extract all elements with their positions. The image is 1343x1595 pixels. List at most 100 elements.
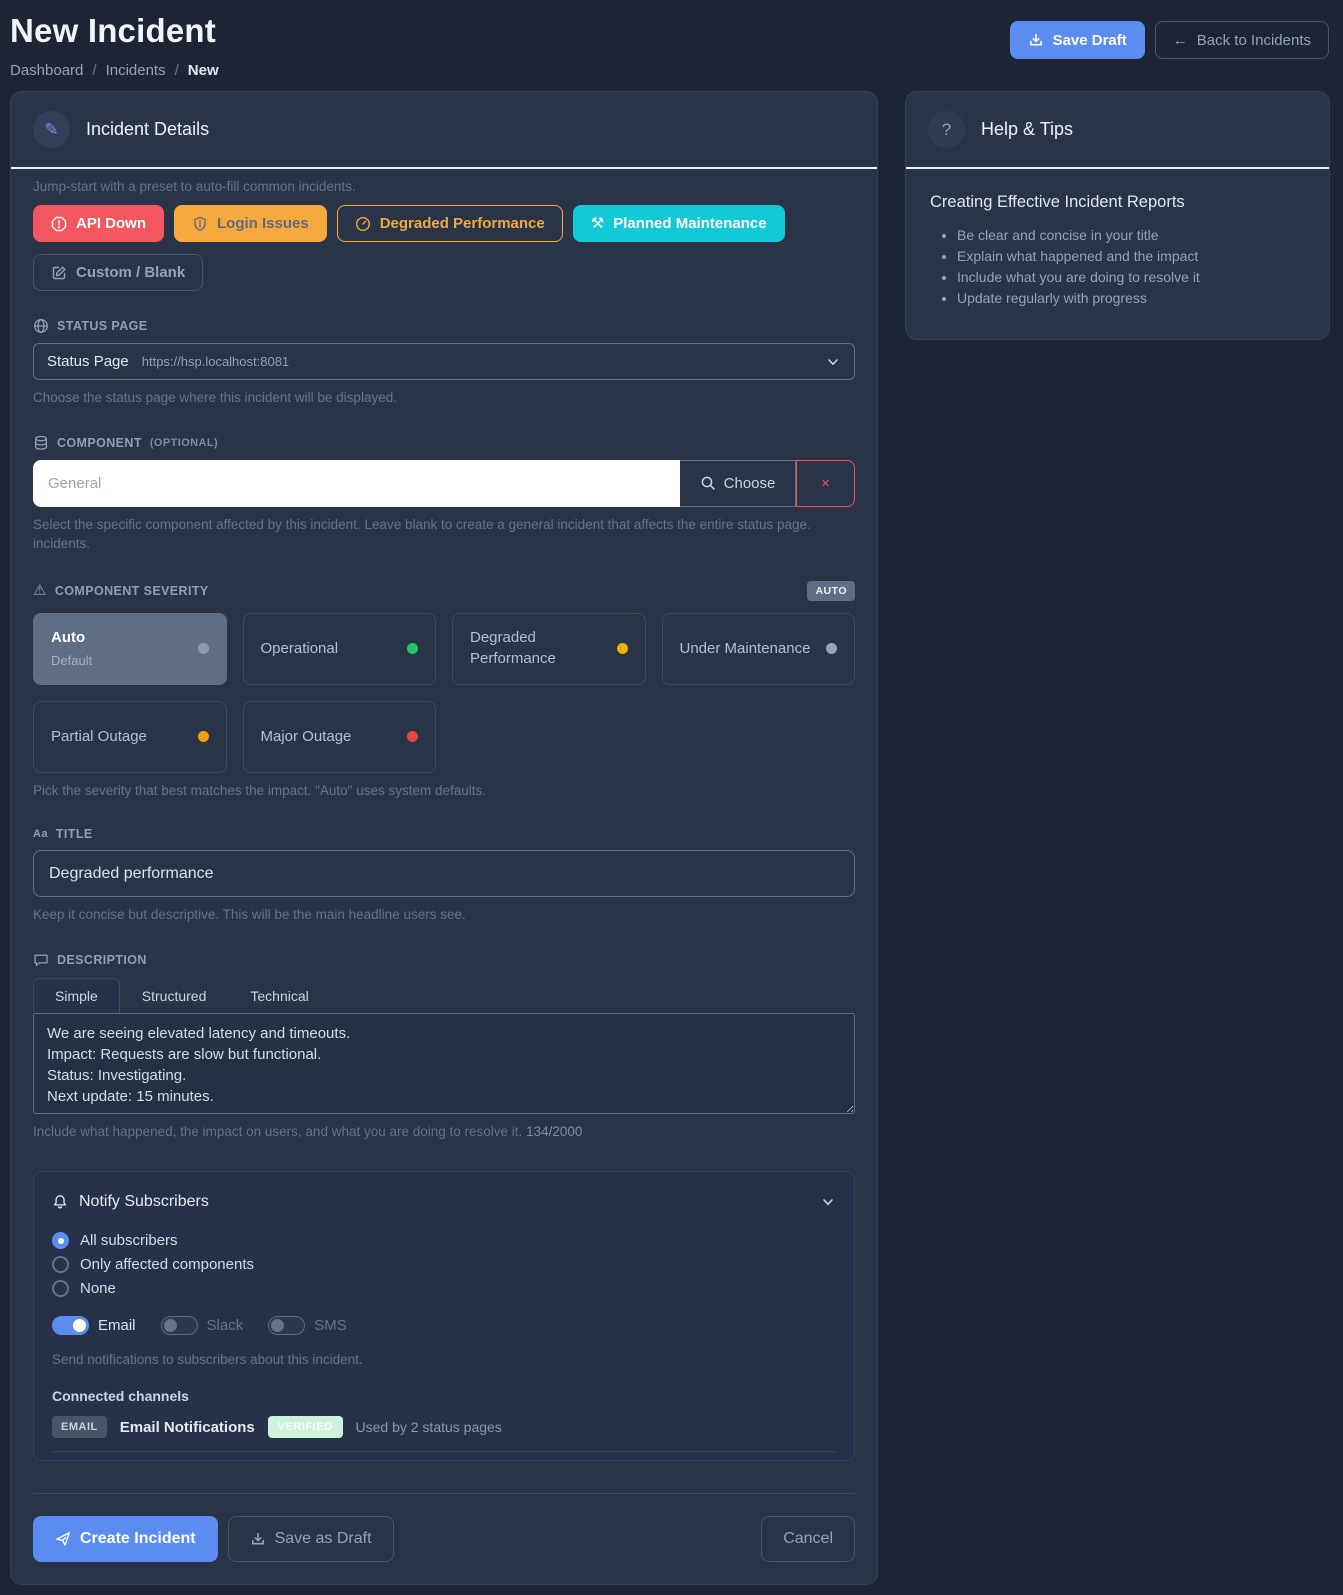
help-tips-card: ? Help & Tips Creating Effective Inciden…	[905, 91, 1330, 340]
severity-option-operational[interactable]: Operational	[242, 612, 436, 685]
severity-dot-gray	[197, 643, 209, 655]
description-textarea[interactable]: We are seeing elevated latency and timeo…	[33, 1012, 855, 1114]
radio-button	[52, 1256, 69, 1274]
incident-details-header: ✎ Incident Details	[11, 92, 877, 169]
preset-custom-blank-button[interactable]: Custom / Blank	[33, 254, 204, 291]
breadcrumb-new: New	[187, 62, 219, 79]
description-helper: Include what happened, the impact on use…	[33, 1123, 583, 1139]
tab-simple[interactable]: Simple	[33, 977, 120, 1013]
help-tips-header: ? Help & Tips	[906, 92, 1329, 169]
severity-dot-green	[407, 643, 418, 655]
component-choose-button[interactable]: Choose	[680, 459, 796, 507]
warning-triangle-icon: ⚠	[33, 582, 47, 600]
severity-dot-orange	[197, 731, 209, 743]
notify-subscribers-header[interactable]: Notify Subscribers	[52, 1189, 836, 1225]
text-aa-icon: Aa	[33, 828, 48, 841]
tip-item: Explain what happened and the impact	[957, 248, 1305, 264]
component-severity-label: ⚠ COMPONENT SEVERITY AUTO	[33, 580, 855, 601]
tips-list: Be clear and concise in your title Expla…	[957, 227, 1305, 306]
search-icon	[701, 476, 715, 490]
edit-square-icon	[52, 266, 66, 279]
cancel-button[interactable]: Cancel	[761, 1516, 855, 1563]
character-counter: 134/2000	[526, 1123, 583, 1139]
save-as-draft-button[interactable]: Save as Draft	[227, 1516, 394, 1563]
tab-structured[interactable]: Structured	[120, 978, 229, 1013]
severity-option-auto[interactable]: Auto Default	[33, 612, 227, 685]
back-to-incidents-button[interactable]: ← Back to Incidents	[1154, 21, 1329, 59]
footer-divider	[33, 1493, 855, 1495]
toggle-switch-on	[52, 1316, 89, 1336]
incident-details-card: ✎ Incident Details Jump-start with a pre…	[10, 91, 878, 1586]
severity-option-degraded-performance[interactable]: Degraded Performance	[452, 612, 646, 685]
breadcrumb-dashboard[interactable]: Dashboard	[10, 62, 84, 79]
radio-all-subscribers[interactable]: All subscribers	[52, 1232, 836, 1250]
severity-dot-red	[407, 731, 418, 743]
severity-helper: Pick the severity that best matches the …	[33, 782, 487, 798]
severity-dot-gray	[826, 643, 837, 655]
bell-icon	[53, 1195, 67, 1209]
sms-toggle[interactable]: SMS	[268, 1316, 347, 1336]
arrow-left-icon: ←	[1172, 31, 1188, 49]
preset-degraded-performance-button[interactable]: Degraded Performance	[336, 205, 563, 242]
title-input[interactable]	[33, 850, 855, 898]
channel-type-badge: EMAIL	[52, 1416, 107, 1439]
status-page-helper: Choose the status page where this incide…	[33, 390, 397, 405]
notification-channel-toggles: Email Slack SMS	[52, 1316, 836, 1336]
breadcrumb: Dashboard / Incidents / New	[10, 62, 219, 79]
preset-label: Degraded Performance	[379, 215, 545, 232]
email-toggle[interactable]: Email	[52, 1316, 136, 1336]
status-page-url: https://hsp.localhost:8081	[141, 354, 290, 369]
cancel-label: Cancel	[783, 1530, 833, 1548]
breadcrumb-separator: /	[174, 62, 179, 79]
tip-item: Update regularly with progress	[957, 290, 1305, 306]
back-to-incidents-label: Back to Incidents	[1196, 31, 1311, 49]
breadcrumb-incidents[interactable]: Incidents	[105, 62, 166, 79]
gauge-icon	[355, 216, 370, 231]
preset-planned-maintenance-button[interactable]: ⚒ Planned Maintenance	[572, 205, 785, 242]
severity-option-major-outage[interactable]: Major Outage	[242, 700, 436, 773]
radio-none[interactable]: None	[52, 1280, 836, 1298]
toggle-switch-off	[160, 1316, 198, 1336]
preset-label: Custom / Blank	[76, 264, 186, 281]
component-helper: Select the specific component affected b…	[33, 516, 811, 552]
status-page-label: STATUS PAGE	[33, 318, 855, 334]
save-draft-button[interactable]: Save Draft	[1009, 21, 1145, 59]
preset-label: API Down	[76, 215, 146, 232]
status-page-selected-value: Status Page	[47, 353, 129, 370]
severity-option-partial-outage[interactable]: Partial Outage	[33, 700, 227, 773]
help-tips-title: Help & Tips	[981, 119, 1074, 139]
notify-subscribers-title: Notify Subscribers	[79, 1193, 209, 1211]
connected-channels-title: Connected channels	[52, 1388, 189, 1405]
tip-item: Be clear and concise in your title	[957, 227, 1305, 243]
save-as-draft-label: Save as Draft	[274, 1530, 372, 1548]
title-label: Aa TITLE	[33, 827, 93, 842]
save-draft-label: Save Draft	[1052, 31, 1127, 49]
radio-button-selected	[52, 1232, 69, 1250]
severity-dot-yellow	[616, 643, 628, 655]
preset-api-down-button[interactable]: API Down	[33, 205, 164, 242]
paper-plane-icon	[56, 1532, 70, 1547]
radio-only-affected-components[interactable]: Only affected components	[52, 1256, 836, 1274]
preset-login-issues-button[interactable]: Login Issues	[174, 205, 327, 242]
page-header: New Incident Dashboard / Incidents / New…	[0, 0, 1343, 91]
component-choose-label: Choose	[723, 474, 776, 492]
create-incident-button[interactable]: Create Incident	[33, 1516, 218, 1563]
component-input[interactable]	[33, 459, 680, 507]
status-page-select[interactable]: Status Page https://hsp.localhost:8081	[33, 343, 855, 380]
channel-row-email: EMAIL Email Notifications VERIFIED Used …	[52, 1404, 836, 1453]
component-clear-button[interactable]: ×	[796, 459, 855, 507]
channel-name: Email Notifications	[119, 1418, 255, 1436]
chevron-down-icon	[823, 1199, 833, 1206]
question-mark-icon: ?	[928, 111, 965, 148]
severity-auto-badge: AUTO	[807, 580, 855, 601]
preset-hint: Jump-start with a preset to auto-fill co…	[33, 179, 356, 194]
chevron-down-icon	[828, 358, 838, 365]
download-icon	[251, 1533, 264, 1545]
severity-option-under-maintenance[interactable]: Under Maintenance	[661, 612, 855, 685]
title-helper: Keep it concise but descriptive. This wi…	[33, 907, 466, 923]
channel-usage: Used by 2 status pages	[355, 1419, 502, 1436]
slack-toggle[interactable]: Slack	[160, 1316, 243, 1336]
description-tabs: Simple Structured Technical	[33, 977, 855, 1013]
tab-technical[interactable]: Technical	[228, 978, 330, 1013]
preset-buttons: API Down Login Issues Degraded Performan…	[33, 205, 855, 291]
